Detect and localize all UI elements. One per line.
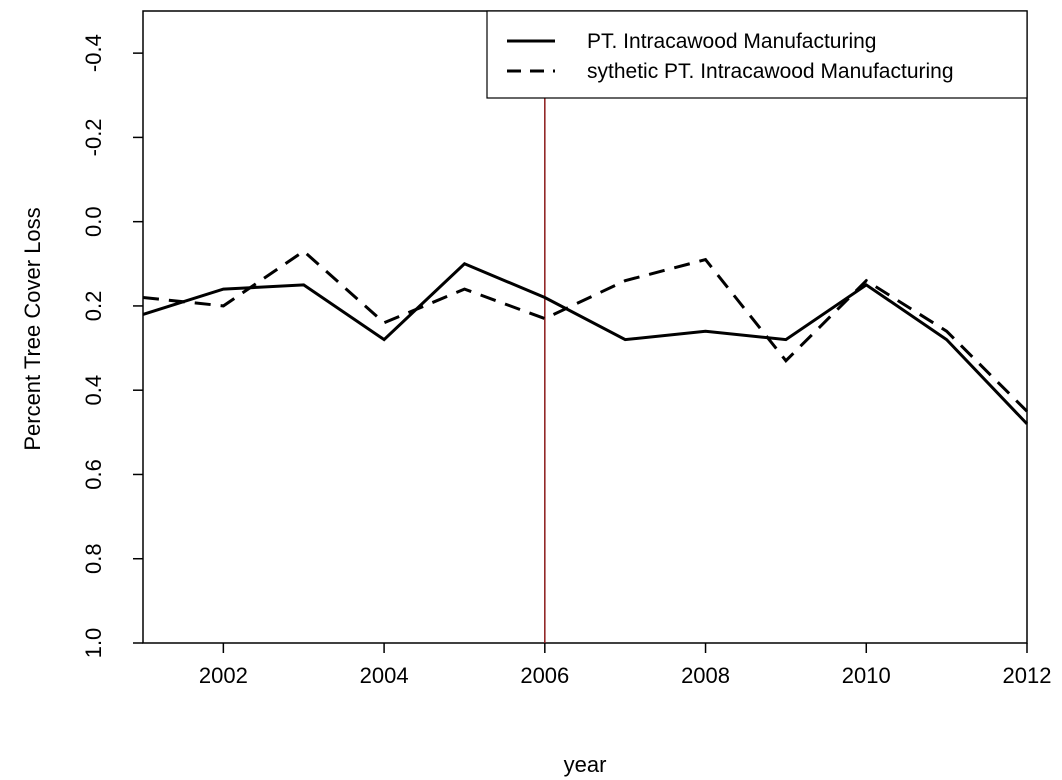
y-tick-label: 0.2 xyxy=(81,291,106,322)
y-axis-title: Percent Tree Cover Loss xyxy=(20,207,45,450)
y-tick-label: 0.4 xyxy=(81,375,106,406)
series-line-actual xyxy=(142,262,1029,425)
x-tick-label: 2006 xyxy=(520,663,569,688)
y-axis: 1.0 0.8 0.6 0.4 0.2 0.0 -0.2 -0.4 xyxy=(81,34,143,658)
x-tick-label: 2008 xyxy=(681,663,730,688)
series-line-synthetic xyxy=(142,249,1029,413)
y-tick-label: 1.0 xyxy=(81,628,106,659)
y-tick-label: -0.2 xyxy=(81,118,106,156)
legend-label-synthetic: sythetic PT. Intracawood Manufacturing xyxy=(587,60,954,83)
x-axis: 2002 2004 2006 2008 2010 2012 xyxy=(199,643,1052,688)
x-tick-label: 2002 xyxy=(199,663,248,688)
y-tick-label: 0.0 xyxy=(81,206,106,237)
legend-box xyxy=(486,10,1028,99)
x-tick-label: 2012 xyxy=(1003,663,1052,688)
plot-frame xyxy=(142,10,1028,644)
y-tick-label: 0.6 xyxy=(81,459,106,490)
legend-label-actual: PT. Intracawood Manufacturing xyxy=(587,30,877,53)
x-tick-label: 2004 xyxy=(360,663,409,688)
x-axis-title: year xyxy=(564,752,607,777)
legend: PT. Intracawood Manufacturing sythetic P… xyxy=(486,10,1028,99)
y-tick-label: -0.4 xyxy=(81,34,106,72)
y-tick-label: 0.8 xyxy=(81,543,106,574)
x-tick-label: 2010 xyxy=(842,663,891,688)
